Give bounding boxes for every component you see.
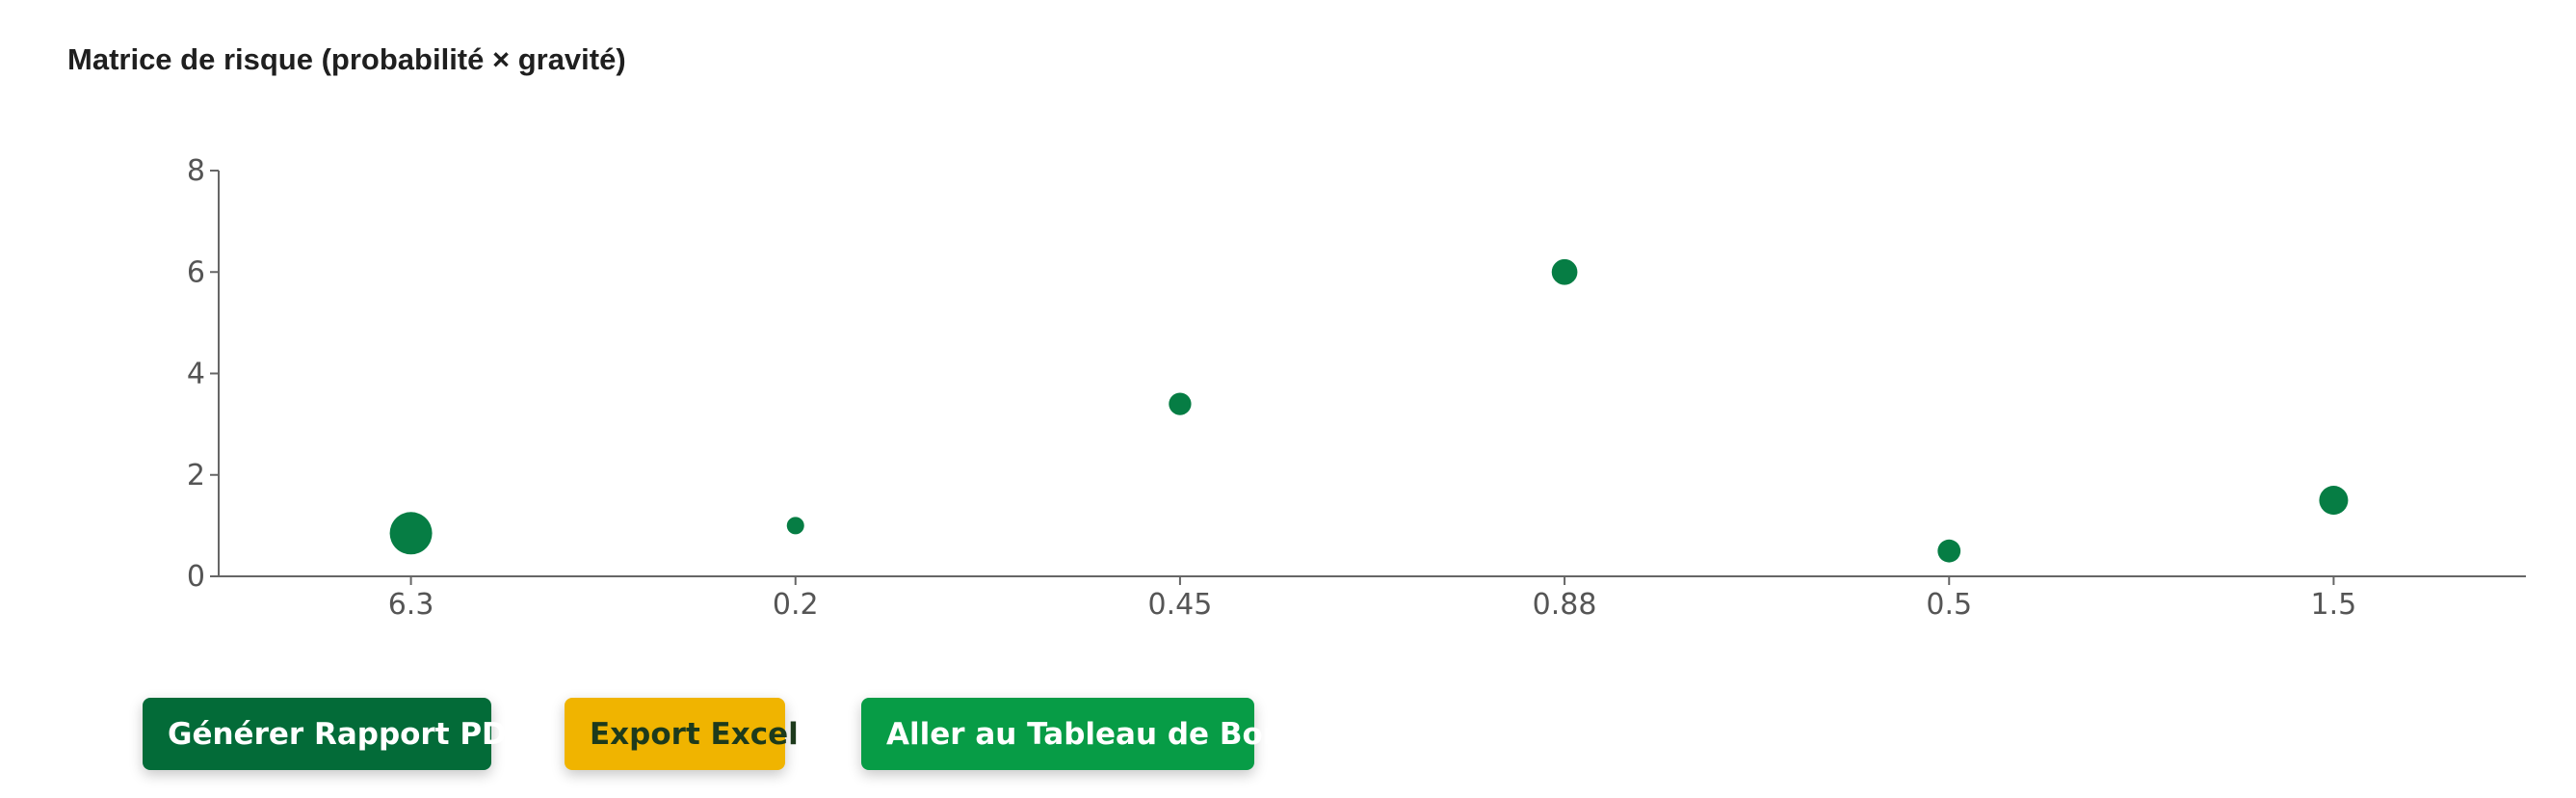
y-axis-ticks: 0 2 4 6 8 (187, 154, 219, 594)
data-point (786, 517, 804, 535)
data-point (1937, 539, 1961, 563)
data-point (1169, 392, 1192, 415)
x-tick-label: 0.5 (1926, 588, 1972, 622)
data-points (389, 258, 2349, 563)
data-point (389, 512, 433, 555)
export-excel-button[interactable]: Export Excel (565, 698, 799, 770)
x-tick-label: 0.45 (1148, 588, 1213, 622)
x-tick-label: 1.5 (2311, 588, 2357, 622)
go-to-dashboard-button[interactable]: Aller au Tableau de Bord (861, 698, 1299, 770)
risk-matrix-chart: 0 2 4 6 8 6.3 0.2 0.45 0.88 0.5 1.5 (187, 154, 2526, 622)
chart-axes (218, 171, 2526, 577)
x-tick-label: 6.3 (388, 588, 434, 622)
y-tick-label: 2 (187, 459, 205, 492)
data-point (2319, 486, 2349, 516)
y-tick-label: 4 (187, 358, 205, 391)
chart-title: Matrice de risque (probabilité × gravité… (67, 42, 626, 76)
data-point (1551, 258, 1578, 285)
x-axis-ticks: 6.3 0.2 0.45 0.88 0.5 1.5 (388, 576, 2357, 622)
y-tick-label: 8 (187, 154, 205, 188)
generate-pdf-report-button[interactable]: Générer Rapport PDF (143, 698, 527, 770)
x-tick-label: 0.2 (773, 588, 819, 622)
x-tick-label: 0.88 (1533, 588, 1597, 622)
y-tick-label: 0 (187, 560, 205, 594)
y-tick-label: 6 (187, 255, 205, 289)
